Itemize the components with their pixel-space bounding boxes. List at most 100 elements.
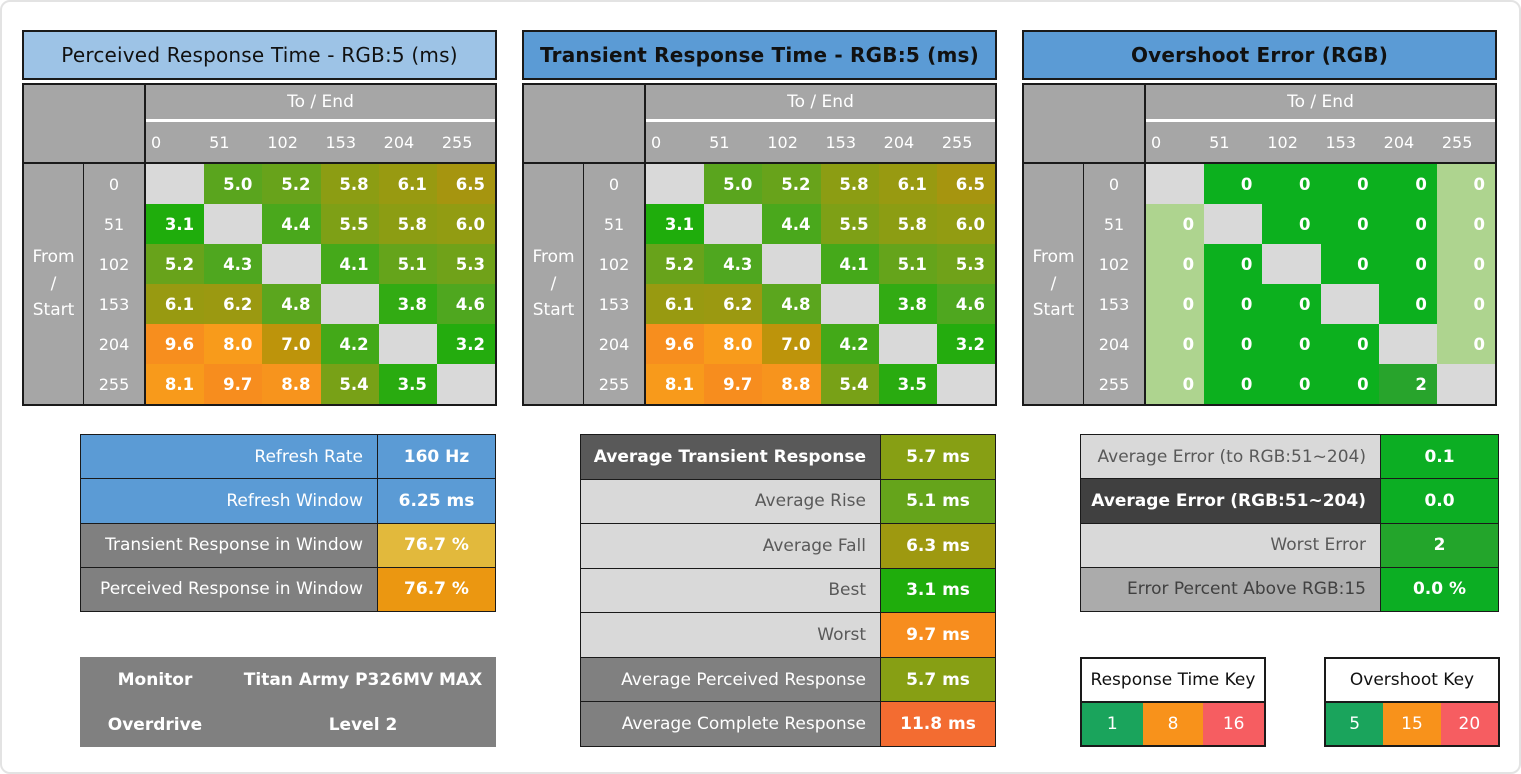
heat-cell: 3.2 [436,324,495,364]
heat-cell: 5.0 [704,164,763,204]
col-header: 255 [936,122,995,164]
row-axis-line: / [50,273,57,294]
heat-cell: 8.8 [262,364,321,404]
row-header: 102 [84,244,146,284]
key-cell: 15 [1383,703,1441,745]
row-axis-line: / [1050,273,1057,294]
row-header: 255 [84,364,146,404]
col-header: 102 [762,122,821,164]
heat-cell: 4.6 [436,284,495,324]
heat-cell: 5.5 [820,204,879,244]
heat-cell: 4.6 [936,284,995,324]
diagonal-cell [436,364,495,404]
diagonal-cell [704,204,763,244]
heat-cell: 0 [1320,324,1379,364]
col-axis-label: To / End [1146,85,1495,122]
row-header: 102 [1084,244,1146,284]
heat-cell: 6.2 [204,284,263,324]
heat-cell: 5.8 [820,164,879,204]
heat-cell: 0 [1378,284,1437,324]
heat-cell: 5.4 [820,364,879,404]
monitor-info-value: Titan Army P326MV MAX [243,669,483,690]
heat-cell: 0 [1436,164,1495,204]
summary-value: 5.1 ms [881,479,995,524]
matrix-corner [24,85,146,164]
summary-label: Worst [581,613,880,657]
heat-cell: 5.4 [320,364,379,404]
heat-cell: 0 [1204,284,1263,324]
heat-cell: 5.2 [762,164,821,204]
summary-value: 0.0 [1381,479,1498,523]
heat-cell: 4.4 [762,204,821,244]
monitor-info-label: Monitor [117,669,193,690]
row-axis-line: Start [1032,300,1075,321]
row-axis-line: Start [32,300,75,321]
row-header: 153 [584,284,646,324]
heat-cell: 6.0 [936,204,995,244]
heat-cell: 0 [1320,164,1379,204]
heat-cell: 5.3 [936,244,995,284]
monitor-info-table: Monitor Titan Army P326MV MAX Overdrive Lev… [80,657,496,747]
heat-cell: 5.1 [878,244,937,284]
heat-cell: 6.5 [936,164,995,204]
diagonal-cell [1204,204,1263,244]
heat-cell: 0 [1262,204,1321,244]
col-header: 153 [320,122,379,164]
heat-cell: 4.4 [262,204,321,244]
summary-value: 76.7 % [378,523,495,567]
heat-cell: 0 [1146,284,1205,324]
diagonal-cell [1146,164,1205,204]
overshoot-key: Overshoot Key 5 15 20 [1324,657,1500,747]
heat-cell: 8.0 [704,324,763,364]
key-title: Overshoot Key [1326,659,1498,703]
col-header: 51 [1204,122,1263,164]
summary-label: Average Rise [581,479,880,524]
summary-label: Best [581,568,880,613]
row-header: 255 [1084,364,1146,404]
summary-label: Average Error (to RGB:51~204) [1081,435,1380,479]
diagonal-cell [1378,324,1437,364]
col-header: 102 [262,122,321,164]
heat-cell: 6.2 [704,284,763,324]
heat-cell: 9.6 [146,324,205,364]
heat-cell: 6.1 [146,284,205,324]
heat-cell: 9.6 [646,324,705,364]
heat-cell: 0 [1320,244,1379,284]
summary-value: 5.7 ms [881,435,995,479]
summary-value: 0.1 [1381,435,1498,479]
heat-cell: 8.8 [762,364,821,404]
heat-cell: 3.8 [878,284,937,324]
monitor-info-label: Overdrive [107,714,203,735]
col-header: 204 [878,122,937,164]
heat-cell: 0 [1146,244,1205,284]
row-axis-line: From [532,247,575,268]
key-scale: 5 15 20 [1326,703,1498,745]
table-title: Overshoot Error (RGB) [1022,30,1497,80]
summary-label: Average Transient Response [581,435,880,479]
diagonal-cell [204,204,263,244]
col-header: 153 [820,122,879,164]
row-axis-label: From / Start [1024,164,1084,404]
key-cell: 1 [1082,703,1143,745]
row-header: 255 [584,364,646,404]
overshoot-error-table: Overshoot Error (RGB) To / End 0 51 102 153 2… [1022,30,1497,406]
col-header: 0 [146,122,205,164]
heat-cell: 6.5 [436,164,495,204]
diagonal-cell [1320,284,1379,324]
row-header: 102 [584,244,646,284]
row-axis-label: From / Start [524,164,584,404]
table-title: Perceived Response Time - RGB:5 (ms) [22,30,497,80]
error-summary-table: Average Error (to RGB:51~204) 0.1 Average … [1080,434,1499,612]
row-header: 204 [84,324,146,364]
heat-cell: 0 [1204,164,1263,204]
summary-label: Transient Response in Window [81,523,377,567]
diagonal-cell [378,324,437,364]
diagonal-cell [262,244,321,284]
col-header: 204 [378,122,437,164]
heat-cell: 0 [1378,164,1437,204]
summary-label: Average Perceived Response [581,657,880,702]
summary-label: Refresh Window [81,479,377,523]
heat-cell: 3.5 [378,364,437,404]
row-header: 0 [84,164,146,204]
summary-label: Refresh Rate [81,435,377,479]
